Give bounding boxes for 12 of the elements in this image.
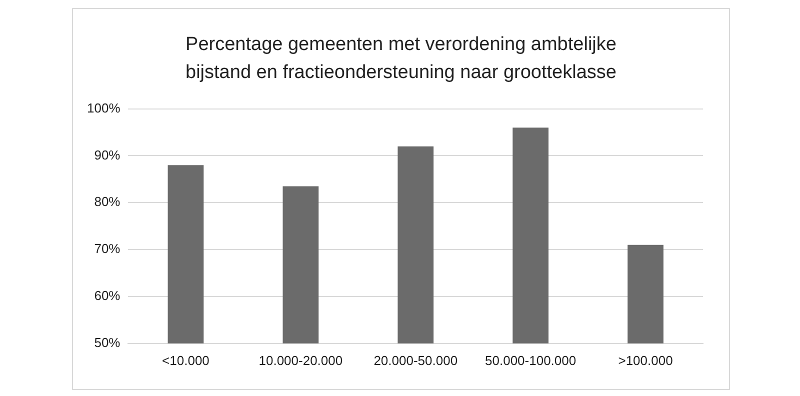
- x-tick-label: <10.000: [162, 352, 210, 368]
- x-tick-label: 50.000-100.000: [485, 352, 576, 368]
- y-tick-label: 90%: [94, 147, 121, 162]
- x-tick-label: 10.000-20.000: [258, 352, 343, 368]
- y-tick-label: 50%: [94, 334, 121, 350]
- y-tick-label: 70%: [94, 241, 121, 256]
- x-tick-label: 20.000-50.000: [374, 352, 458, 368]
- chart-title: Percentage gemeenten met verordening ambtelijke bijstand en fractieondersteuning naar grootteklasse: [184, 33, 618, 85]
- y-tick-label: 100%: [87, 100, 121, 116]
- x-tick-label: >100.000: [618, 352, 673, 368]
- y-tick-label: 80%: [94, 194, 121, 210]
- y-tick-label: 60%: [94, 288, 121, 304]
